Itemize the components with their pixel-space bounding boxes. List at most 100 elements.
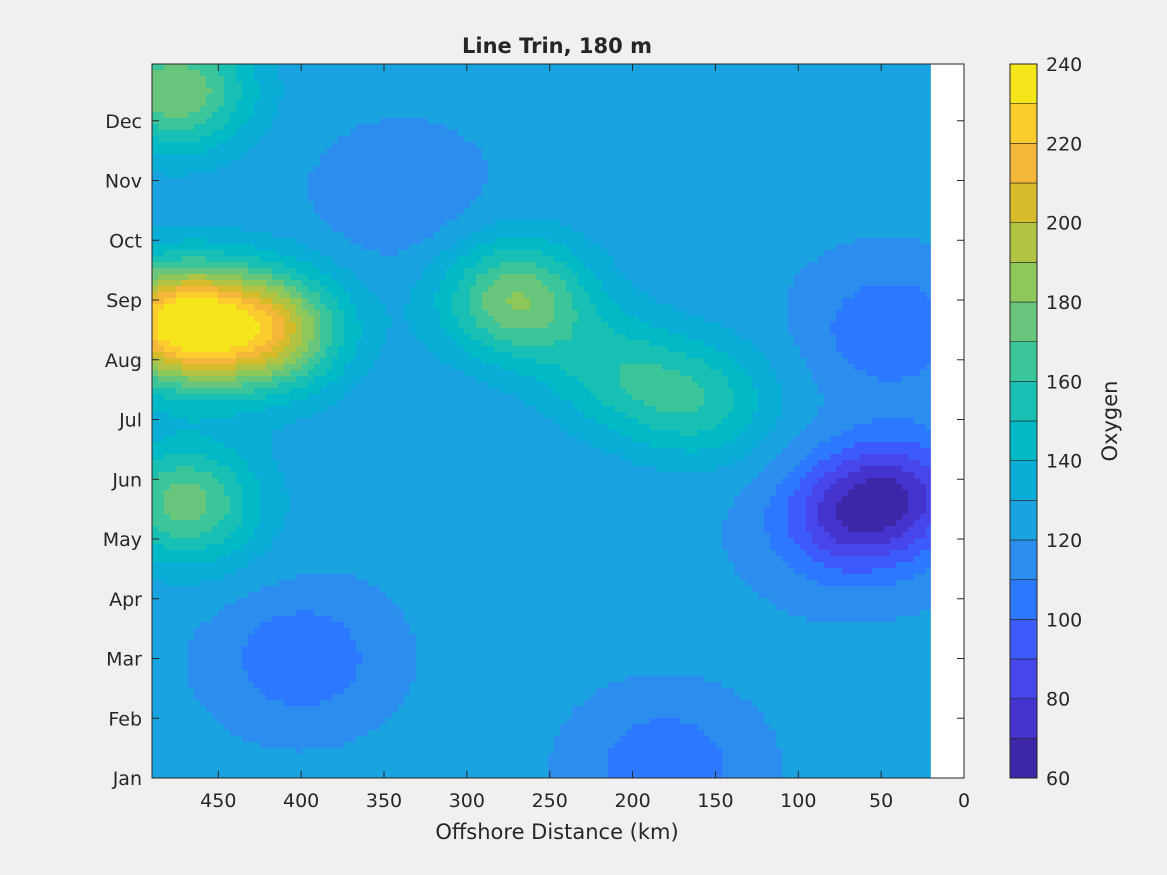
contour-cell	[452, 130, 459, 137]
contour-cell	[656, 190, 663, 197]
contour-cell	[182, 64, 189, 71]
contour-cell	[440, 214, 447, 221]
contour-cell	[638, 232, 645, 239]
contour-cell	[638, 268, 645, 275]
contour-cell	[632, 148, 639, 155]
contour-cell	[530, 94, 537, 101]
contour-cell	[614, 208, 621, 215]
contour-cell	[248, 112, 255, 119]
contour-cell	[530, 100, 537, 107]
contour-cell	[626, 196, 633, 203]
contour-cell	[638, 184, 645, 191]
contour-cell	[428, 124, 435, 131]
contour-cell	[338, 160, 345, 167]
contour-cell	[470, 154, 477, 161]
contour-cell	[914, 262, 921, 269]
contour-cell	[824, 160, 831, 167]
contour-cell	[410, 220, 417, 227]
contour-cell	[422, 280, 429, 287]
contour-cell	[218, 232, 225, 239]
contour-cell	[758, 82, 765, 89]
contour-cell	[440, 196, 447, 203]
contour-cell	[686, 262, 693, 269]
contour-cell	[596, 184, 603, 191]
contour-cell	[194, 154, 201, 161]
contour-cell	[626, 82, 633, 89]
contour-cell	[668, 148, 675, 155]
contour-cell	[662, 124, 669, 131]
contour-cell	[242, 94, 249, 101]
contour-cell	[200, 220, 207, 227]
contour-cell	[320, 250, 327, 257]
contour-cell	[914, 88, 921, 95]
contour-cell	[380, 208, 387, 215]
contour-cell	[548, 220, 555, 227]
contour-cell	[686, 112, 693, 119]
contour-cell	[554, 76, 561, 83]
contour-cell	[626, 244, 633, 251]
contour-cell	[470, 136, 477, 143]
contour-cell	[446, 142, 453, 149]
contour-cell	[308, 118, 315, 125]
contour-cell	[818, 232, 825, 239]
contour-cell	[926, 250, 931, 257]
contour-cell	[686, 64, 693, 71]
contour-cell	[650, 262, 657, 269]
contour-cell	[830, 136, 837, 143]
contour-cell	[626, 268, 633, 275]
contour-cell	[428, 286, 435, 293]
contour-cell	[428, 292, 435, 299]
contour-cell	[152, 64, 159, 71]
contour-cell	[458, 160, 465, 167]
contour-cell	[776, 250, 783, 257]
contour-cell	[614, 220, 621, 227]
contour-cell	[182, 106, 189, 113]
contour-cell	[218, 262, 225, 269]
contour-cell	[452, 286, 459, 293]
contour-cell	[344, 274, 351, 281]
contour-cell	[530, 76, 537, 83]
contour-cell	[878, 76, 885, 83]
contour-cell	[686, 184, 693, 191]
contour-cell	[680, 130, 687, 137]
contour-cell	[668, 196, 675, 203]
contour-cell	[272, 196, 279, 203]
contour-cell	[704, 82, 711, 89]
contour-cell	[236, 70, 243, 77]
contour-cell	[884, 106, 891, 113]
contour-cell	[266, 250, 273, 257]
contour-cell	[872, 214, 879, 221]
contour-cell	[386, 112, 393, 119]
contour-cell	[224, 100, 231, 107]
contour-cell	[518, 118, 525, 125]
contour-cell	[614, 226, 621, 233]
contour-cell	[704, 280, 711, 287]
contour-cell	[464, 274, 471, 281]
contour-cell	[788, 82, 795, 89]
contour-cell	[554, 280, 561, 287]
contour-cell	[320, 238, 327, 245]
contour-cell	[224, 70, 231, 77]
contour-cell	[914, 226, 921, 233]
contour-cell	[842, 214, 849, 221]
contour-cell	[200, 256, 207, 263]
contour-cell	[524, 262, 531, 269]
contour-cell	[284, 232, 291, 239]
contour-cell	[230, 208, 237, 215]
contour-cell	[224, 124, 231, 131]
contour-cell	[320, 112, 327, 119]
contour-cell	[872, 208, 879, 215]
contour-cell	[356, 154, 363, 161]
contour-cell	[452, 208, 459, 215]
contour-cell	[812, 208, 819, 215]
contour-cell	[758, 124, 765, 131]
contour-cell	[278, 208, 285, 215]
contour-cell	[872, 196, 879, 203]
contour-cell	[554, 220, 561, 227]
contour-cell	[524, 208, 531, 215]
contour-cell	[368, 160, 375, 167]
contour-cell	[584, 124, 591, 131]
contour-cell	[548, 202, 555, 209]
contour-cell	[200, 184, 207, 191]
contour-cell	[920, 238, 927, 245]
